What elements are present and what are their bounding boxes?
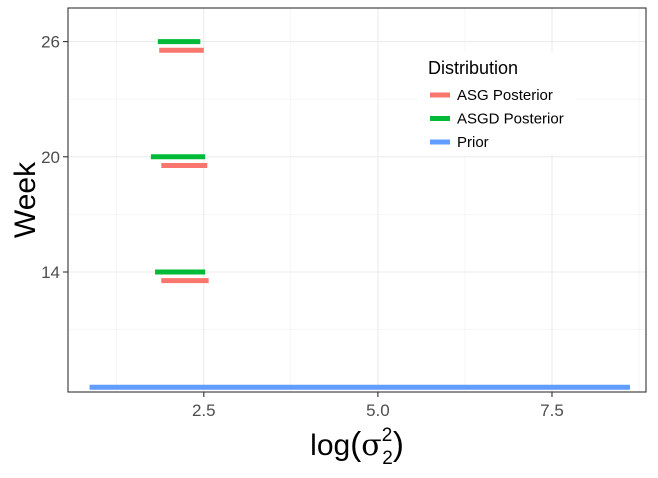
interval-marks <box>89 39 630 390</box>
x-axis-title: log(σ2 2) <box>310 425 404 469</box>
tick-labels: 2.5 5.0 7.5 14 20 26 <box>41 33 564 420</box>
panel-border <box>67 7 647 393</box>
x-tick-label: 7.5 <box>540 401 564 420</box>
x-axis-title-paren-open: ( <box>350 425 361 462</box>
x-axis-title-paren-close: ) <box>393 425 404 462</box>
y-tick-label: 14 <box>41 263 60 282</box>
legend-entries: ASG Posterior ASGD Posterior Prior <box>430 87 564 151</box>
x-axis-title-sigma: σ <box>361 428 381 463</box>
legend-label-asgd-posterior: ASGD Posterior <box>457 111 564 128</box>
y-tick-label: 26 <box>41 33 60 52</box>
legend-label-prior: Prior <box>457 134 489 151</box>
x-axis-title-subscript: 2 <box>382 448 393 469</box>
legend-title: Distribution <box>428 58 518 78</box>
legend: Distribution ASG Posterior ASGD Posterior… <box>418 52 576 154</box>
y-axis-title: Week <box>9 161 42 238</box>
axis-ticks <box>63 41 553 397</box>
x-tick-label: 2.5 <box>192 401 216 420</box>
x-tick-label: 5.0 <box>366 401 390 420</box>
legend-label-asg-posterior: ASG Posterior <box>457 87 553 104</box>
x-axis-title-log: log <box>310 429 350 462</box>
legend-background <box>418 52 576 154</box>
x-axis-title-superscript: 2 <box>382 425 393 446</box>
y-tick-label: 20 <box>41 148 60 167</box>
